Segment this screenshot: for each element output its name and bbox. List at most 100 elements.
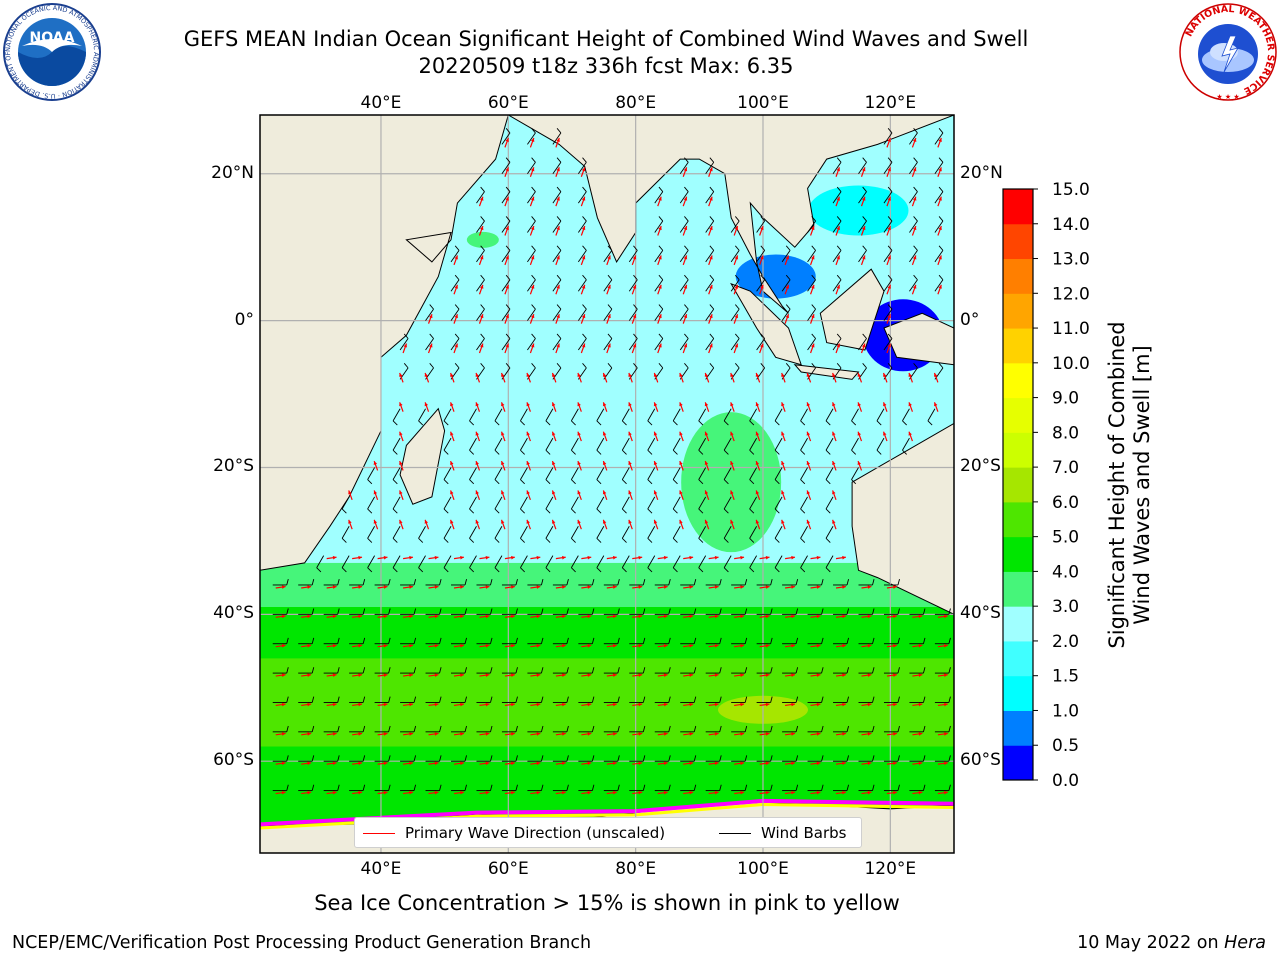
wave-arrow-head — [704, 490, 709, 495]
wind-barb-flag — [392, 567, 398, 573]
map-frame — [259, 114, 955, 854]
colorbar-tick-label: 12.0 — [1052, 284, 1090, 304]
wind-barb-flag — [566, 784, 569, 791]
wind-barb — [570, 496, 579, 510]
wave-arrow-head — [791, 790, 795, 795]
wave-arrow-head — [479, 226, 484, 231]
wind-barb — [476, 250, 485, 263]
wind-barb-flag — [286, 696, 289, 703]
wind-barb-flag — [672, 508, 678, 514]
wind-barb-flag — [785, 304, 791, 310]
wind-barb-flag — [515, 755, 518, 762]
wind-barb — [552, 338, 562, 351]
wave-arrow-head — [587, 702, 592, 707]
wind-barb-flag — [709, 157, 715, 163]
wind-barb — [603, 250, 613, 263]
wave-arrow-head — [556, 137, 560, 142]
wave-arrow-head — [730, 372, 734, 377]
wind-barb-flag — [582, 186, 587, 192]
wind-barb-flag — [531, 304, 536, 310]
wave-arrow-head — [781, 372, 785, 377]
wave-arrow-head — [658, 226, 662, 231]
wind-barb-flag — [734, 274, 740, 281]
wind-barb — [501, 250, 511, 263]
wind-barb — [501, 191, 511, 204]
wave-arrow-head — [526, 402, 530, 407]
wind-barb-flag — [811, 216, 816, 222]
wave-arrow-head — [383, 702, 388, 707]
wind-barb — [705, 250, 715, 263]
wind-barb-flag — [825, 567, 831, 573]
wind-barb — [825, 467, 834, 480]
wind-barb — [858, 250, 867, 263]
wind-barb — [698, 408, 707, 422]
wind-barb-flag — [846, 608, 850, 615]
wind-barb-flag — [582, 304, 587, 310]
wave-arrow-head — [536, 644, 541, 648]
wave-arrow-head — [511, 585, 515, 589]
wave-arrow-head — [281, 732, 286, 736]
wind-barb — [494, 555, 503, 568]
wave-arrow-head — [358, 702, 363, 707]
wind-barb — [476, 279, 485, 292]
wind-barb-flag — [825, 508, 831, 514]
wind-barb — [705, 162, 715, 175]
wave-arrow-head — [867, 732, 872, 736]
wave-arrow-head — [307, 761, 312, 766]
wind-barb-flag — [520, 420, 525, 426]
wave-arrow-head — [883, 372, 887, 377]
wind-barb-flag — [566, 637, 569, 644]
wave-arrow-head — [332, 673, 337, 677]
wind-barb — [774, 408, 783, 422]
wave-arrow-head — [450, 402, 454, 407]
wind-barb-flag — [897, 608, 900, 615]
wave-arrow-head — [628, 431, 632, 436]
wind-barb — [858, 220, 867, 233]
wave-arrow-head — [734, 314, 739, 319]
wave-arrow-head — [556, 343, 560, 348]
wind-barb-flag — [621, 479, 627, 485]
wind-barb-flag — [811, 363, 816, 369]
wind-barb — [705, 191, 715, 204]
wave-arrow-head — [460, 585, 464, 589]
wind-barb-flag — [723, 567, 729, 573]
wind-barb — [749, 496, 758, 510]
wave-arrow-head — [628, 372, 632, 377]
wind-barb — [577, 162, 587, 175]
wave-arrow-head — [689, 555, 694, 560]
wave-arrow-head — [653, 490, 658, 495]
wave-arrow-head — [867, 702, 872, 707]
wave-arrow-head — [714, 644, 719, 648]
colorbar-segment — [1003, 640, 1033, 677]
wave-arrow-head — [505, 226, 509, 231]
wind-barb — [545, 437, 554, 451]
wave-arrow-head — [638, 555, 643, 560]
wind-barb-flag — [582, 274, 587, 281]
wind-barb-flag — [582, 245, 587, 251]
colorbar-segment — [1003, 362, 1033, 399]
wind-barb — [520, 467, 528, 480]
wave-arrow-head — [912, 196, 917, 201]
wave-arrow-head — [755, 519, 760, 524]
land-sulawesi-guinea — [883, 312, 954, 366]
lat-label-right: 20°N — [960, 162, 1003, 183]
wave-arrow-head — [485, 732, 490, 736]
wave-arrow-head — [526, 372, 530, 377]
wind-barb-flag — [505, 304, 511, 310]
wave-arrow-head — [485, 585, 490, 589]
wave-arrow-head — [383, 644, 388, 648]
wind-barb-flag — [388, 696, 391, 703]
wave-arrow-head — [638, 585, 643, 589]
wind-barb-flag — [545, 538, 551, 543]
wind-barb-flag — [341, 567, 347, 573]
wave-arrow-head — [918, 761, 923, 766]
wave-arrow-head — [577, 372, 581, 377]
wind-barb-flag — [571, 479, 576, 485]
wave-arrow-head — [577, 431, 581, 436]
wave-arrow-head — [887, 255, 891, 260]
wave-arrow-head — [765, 555, 770, 560]
wind-barb — [596, 408, 605, 422]
wave-arrow-head — [704, 431, 709, 436]
wind-barb-flag — [948, 755, 951, 762]
wave-arrow-head — [581, 343, 586, 348]
